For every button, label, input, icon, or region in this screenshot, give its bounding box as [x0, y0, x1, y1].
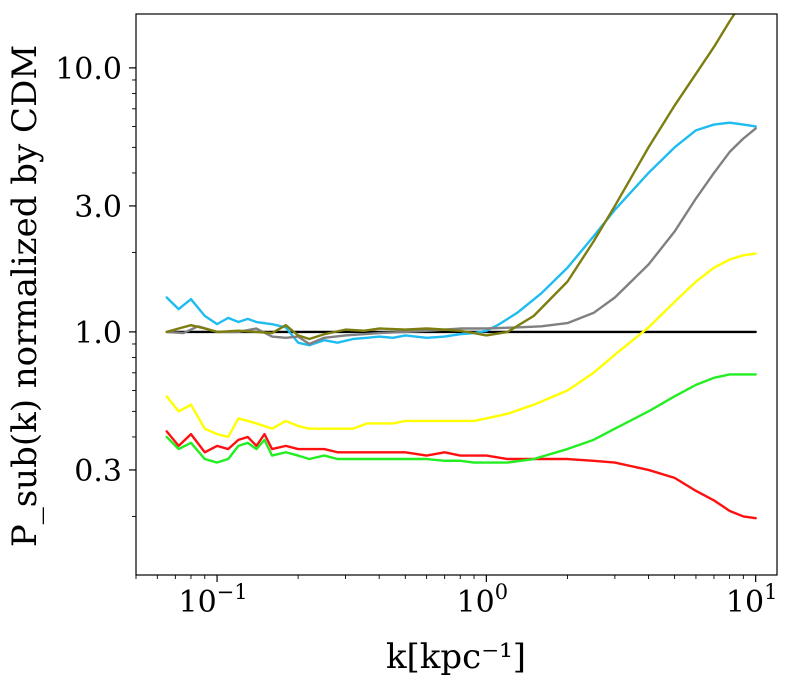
series-line-olive: [165, 14, 736, 341]
x-axis-label: k[kpc⁻¹]: [386, 637, 526, 677]
series-line-yellow: [165, 252, 757, 439]
series-layer: [165, 14, 757, 520]
series-line-red: [165, 430, 757, 520]
y-tick-label: 0.3: [74, 454, 122, 489]
x-tick-label: 10−1: [178, 580, 247, 620]
plot-frame: [135, 13, 778, 576]
x-tick-label: 101: [726, 580, 778, 620]
series-line-gray: [165, 127, 757, 346]
tick-layer: 10−1 100 101 0.3 1.0 3.0 10.0: [55, 52, 777, 620]
series-line-cyan: [165, 121, 757, 347]
y-tick-label: 1.0: [74, 316, 122, 351]
y-tick-label: 10.0: [55, 52, 122, 87]
x-tick-label: 100: [457, 580, 509, 620]
series-line-green: [165, 373, 757, 464]
y-tick-label: 3.0: [74, 190, 122, 225]
y-axis-label: P_sub(k) normalized by CDM: [5, 45, 45, 547]
